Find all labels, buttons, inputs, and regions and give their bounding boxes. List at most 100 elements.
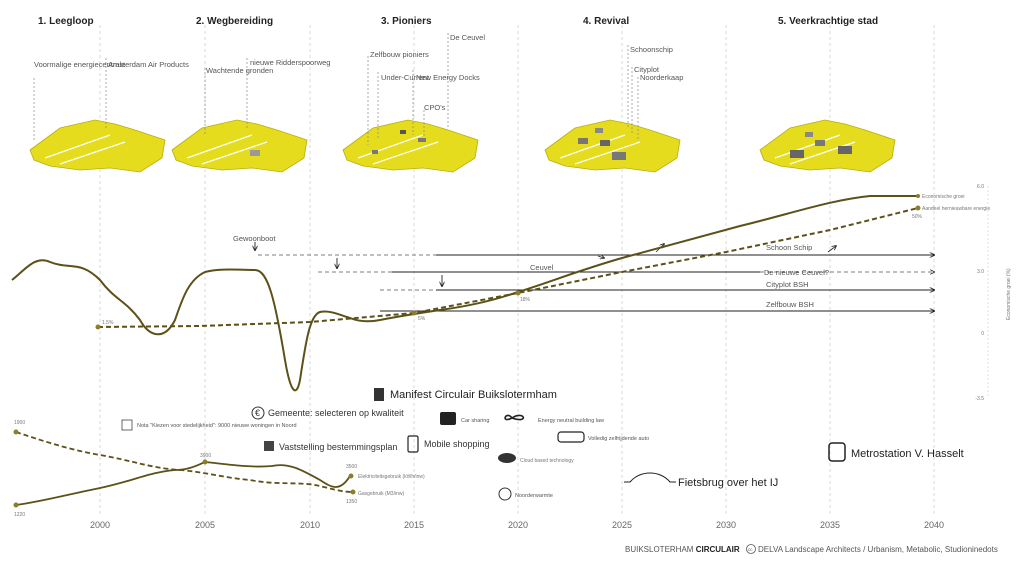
label-undercurrent: Under-Current (381, 73, 430, 82)
pct-2040: 50% (912, 214, 923, 220)
year-2000: 2000 (90, 520, 110, 530)
event-gemeente: Gemeente: selecteren op kwaliteit (268, 408, 404, 418)
year-2025: 2025 (612, 520, 632, 530)
site-map-phase-5 (759, 119, 896, 173)
label-voormalige: Voormalige energiecentrale (34, 60, 125, 69)
phone-icon (407, 435, 419, 453)
label-cityplot-top: Cityplot (634, 65, 660, 74)
label-schoon-schip: Schoon Schip (766, 243, 812, 252)
euro-icon (251, 406, 265, 420)
site-map-phase-4 (544, 119, 681, 173)
infinity-icon (504, 414, 525, 421)
svg-text:€: € (255, 408, 260, 418)
plan-icon (264, 441, 274, 451)
year-2015: 2015 (404, 520, 424, 530)
year-2020: 2020 (508, 520, 528, 530)
label-schoonschip-top: Schoonschip (630, 45, 673, 54)
label-nieuwe: nieuwe Ridderspoorweg (250, 58, 330, 67)
tick-6: 6.0 (977, 184, 984, 190)
event-nota: Nota "Kiezen voor stedelijkheid": 9000 n… (137, 423, 297, 429)
event-mobile: Mobile shopping (424, 439, 490, 449)
year-2030: 2030 (716, 520, 736, 530)
label-wachtende: Wachtende gronden (206, 66, 273, 75)
val-1900: 1900 (14, 420, 25, 426)
book-icon (374, 388, 384, 401)
x-axis: 2000 2005 2010 2015 2020 2025 2030 2035 … (90, 520, 944, 530)
val-3500: 3500 (346, 464, 357, 470)
label-new-energy: New Energy Docks (416, 73, 480, 82)
events: Manifest Circulair Buikslotermham € Geme… (121, 388, 964, 501)
footer-credits: DELVA Landscape Architects / Urbanism, M… (758, 545, 998, 554)
noorderwarmte-icon (498, 487, 512, 501)
self-driving-car-icon (557, 431, 585, 443)
gas-usage-line (15, 431, 354, 493)
building-icon (121, 419, 133, 431)
project-lines (255, 242, 934, 311)
label-gewoonboot: Gewoonboot (233, 234, 276, 243)
renewable-label: Aandeel hernieuwbare energie (922, 206, 990, 212)
year-2010: 2010 (300, 520, 320, 530)
year-2005: 2005 (195, 520, 215, 530)
event-noorderwarmte: Noorderwarmte (515, 493, 553, 499)
year-2040: 2040 (924, 520, 944, 530)
consumption-markers (13, 429, 356, 508)
tick-3: 3.0 (977, 269, 984, 275)
event-vaststelling: Vaststelling bestemmingsplan (279, 442, 397, 452)
label-amsterdam: Amsterdam Air Products (108, 60, 189, 69)
label-ceuvel: Ceuvel (530, 263, 554, 272)
event-fietsbrug: Fietsbrug over het IJ (678, 477, 778, 489)
site-maps (29, 119, 896, 173)
event-zelfrijdende: Volledig zelfrijdende auto (588, 436, 649, 442)
top-leaders (33, 33, 639, 145)
site-map-phase-3 (342, 119, 479, 173)
footer-prefix: BUIKSLOTERHAM (625, 545, 696, 554)
label-nieuwe-ceuvel: De nieuwe Ceuvel? (764, 268, 829, 277)
growth-markers (95, 194, 921, 330)
car-sharing-icon (440, 412, 456, 425)
econ-growth-label: Economische groei (922, 194, 965, 200)
year-2035: 2035 (820, 520, 840, 530)
phase-3-label: 3. Pioniers (381, 16, 432, 27)
pct-2015: 5% (418, 316, 426, 322)
phase-5-label: 5. Veerkrachtige stad (778, 16, 878, 27)
year-gridlines (99, 25, 935, 515)
economic-growth-line (11, 195, 918, 392)
svg-text:cc: cc (748, 547, 753, 552)
phase-4-label: 4. Revival (583, 16, 629, 27)
label-zelfbouw-bsh: Zelfbouw BSH (766, 300, 814, 309)
site-map-phase-2 (171, 119, 308, 173)
tick-0: 0 (981, 331, 984, 337)
right-axis-title: Economische groei (%) (1006, 268, 1012, 320)
elec-label: Elektriciteitsgebruik (kWh/inw) (358, 474, 425, 480)
footer: BUIKSLOTERHAM CIRCULAIR cc DELVA Landsca… (625, 544, 998, 554)
label-zelfbouw-pioniers: Zelfbouw pioniers (370, 50, 429, 59)
bridge-icon (624, 472, 676, 483)
label-de-ceuvel-top: De Ceuvel (450, 33, 485, 42)
val-3900: 3900 (200, 453, 211, 459)
renewable-energy-line (97, 207, 919, 328)
val-1350: 1350 (346, 499, 357, 505)
phase-1-label: 1. Leegloop (38, 16, 94, 27)
event-metro: Metrostation V. Hasselt (851, 448, 964, 460)
label-noorderkaap-top: Noorderkaap (640, 73, 683, 82)
event-carsharing: Car sharing (461, 418, 489, 424)
event-manifest: Manifest Circulair Buikslotermham (390, 389, 557, 401)
right-axis: 6.0 3.0 0 -3.5 Economische groei (%) (975, 184, 1012, 402)
tick-neg: -3.5 (975, 396, 984, 402)
footer-bold: CIRCULAIR (696, 545, 740, 554)
cloud-icon (498, 453, 516, 463)
label-cityplot-bsh: Cityplot BSH (766, 280, 809, 289)
metro-icon (828, 442, 846, 462)
phase-2-label: 2. Wegbereiding (196, 16, 273, 27)
event-energyneutral: Energy neutral building law (538, 418, 604, 424)
site-map-phase-1 (29, 119, 166, 173)
val-1220: 1220 (14, 512, 25, 518)
pct-start: 1.5% (102, 320, 114, 326)
pct-2020: 18% (520, 297, 531, 303)
cc-icon (746, 544, 756, 554)
svg-text:BUIKSLOTERHAM CIRCULAIR: BUIKSLOTERHAM CIRCULAIR (625, 545, 740, 554)
label-cpo: CPO's (424, 103, 446, 112)
gas-label: Gasgebruik (M3/inw) (358, 491, 404, 497)
